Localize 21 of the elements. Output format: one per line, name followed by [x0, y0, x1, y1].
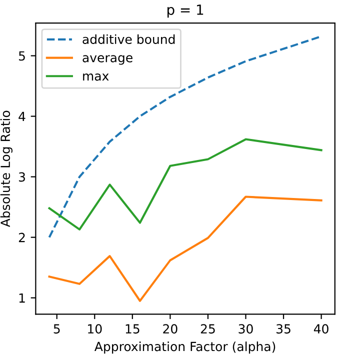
y-tick-label: 1 — [19, 293, 25, 303]
y-tick-label: 5 — [18, 51, 25, 61]
legend-label: average — [82, 55, 132, 65]
x-tick-label: 5 — [54, 324, 60, 334]
x-tick-label: 30 — [238, 324, 253, 334]
x-tick-label: 10 — [88, 324, 102, 334]
x-tick-label: 15 — [126, 324, 140, 334]
x-tick-label: 35 — [276, 324, 290, 334]
y-tick-label: 3 — [18, 172, 25, 182]
x-tick-label: 20 — [163, 324, 178, 334]
x-axis-title: Approximation Factor (alpha) — [94, 342, 276, 354]
line-series — [48, 138, 322, 230]
y-tick-label: 4 — [18, 112, 26, 122]
y-tick-label: 2 — [18, 232, 25, 242]
legend-label: max — [83, 74, 109, 81]
line-series — [48, 196, 322, 302]
x-tick-label: 40 — [314, 324, 328, 334]
legend-label: additive bound — [82, 34, 175, 44]
x-tick-label: 25 — [200, 324, 215, 334]
chart-title: p = 1 — [168, 4, 204, 18]
y-axis-title: Absolute Log Ratio — [0, 110, 12, 228]
